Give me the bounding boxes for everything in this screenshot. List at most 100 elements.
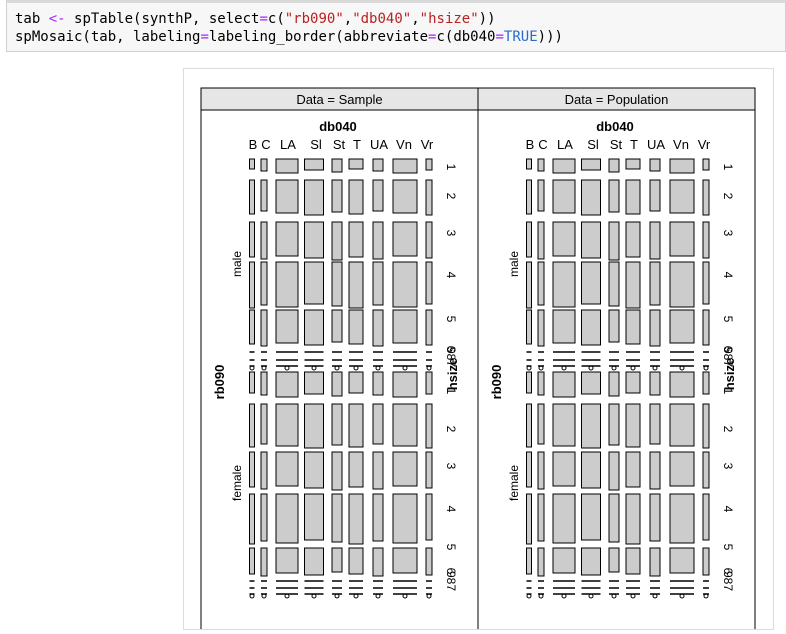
empty-cell-marker	[334, 593, 340, 599]
mosaic-tile	[249, 547, 255, 575]
mosaic-tile	[625, 309, 641, 345]
mosaic-tile	[649, 371, 661, 396]
mosaic-tile	[669, 451, 695, 487]
mosaic-tile	[275, 451, 299, 487]
right-level-label: 1	[444, 164, 458, 171]
mosaic-tile	[625, 451, 641, 488]
mosaic-tile	[537, 261, 545, 306]
mosaic-tile	[304, 403, 324, 449]
empty-cell-marker	[630, 593, 636, 599]
mosaic-tile	[537, 451, 545, 490]
empty-cell-marker	[561, 365, 567, 371]
mosaic-tile	[331, 261, 343, 307]
mosaic-tile	[552, 158, 576, 174]
mosaic-tile	[608, 371, 620, 397]
mosaic-tile	[331, 547, 343, 573]
left-level-label: female	[507, 465, 521, 501]
mosaic-tile	[425, 158, 433, 171]
mosaic-tile	[275, 261, 299, 308]
top-level-label: LA	[557, 137, 573, 152]
mosaic-tile	[304, 493, 324, 541]
right-level-label: 987	[721, 571, 735, 591]
mosaic-tile	[304, 221, 324, 259]
mosaic-tile	[425, 371, 433, 395]
empty-cell-marker	[679, 593, 685, 599]
top-var-label: db040	[596, 119, 634, 134]
mosaic-tile	[425, 493, 433, 541]
mosaic-tile	[649, 158, 661, 172]
mosaic-tile	[392, 451, 418, 487]
right-level-label: 6	[721, 346, 735, 353]
mosaic-tile	[526, 403, 532, 448]
mosaic-tile	[581, 371, 601, 395]
mosaic-tile	[275, 179, 299, 214]
right-level-label: 2	[444, 426, 458, 433]
mosaic-tile	[275, 158, 299, 174]
mosaic-tile	[649, 403, 661, 445]
mosaic-tile	[537, 371, 545, 396]
mosaic-tile	[304, 547, 324, 576]
right-level-label: 6	[721, 568, 735, 575]
mosaic-tile	[669, 261, 695, 308]
mosaic-tile	[331, 179, 343, 213]
empty-cell-marker	[538, 593, 544, 599]
right-level-label: 5	[721, 316, 735, 323]
empty-cell-marker	[538, 365, 544, 371]
mosaic-tile	[249, 309, 255, 345]
mosaic-tile	[669, 158, 695, 174]
panel-header-label: Data = Sample	[296, 92, 382, 107]
empty-cell-marker	[426, 365, 432, 371]
mosaic-tile	[331, 403, 343, 446]
mosaic-tile	[581, 221, 601, 259]
code-cell[interactable]: tab <- spTable(synthP, select=c("rb090",…	[6, 0, 786, 52]
empty-cell-marker	[375, 365, 381, 371]
mosaic-tile	[260, 371, 268, 396]
mosaic-tile	[625, 371, 641, 394]
mosaic-tile	[526, 493, 532, 545]
right-level-label: 2	[444, 193, 458, 200]
mosaic-tile	[348, 179, 364, 215]
right-level-label: 3	[444, 463, 458, 470]
right-level-label: 1	[721, 164, 735, 171]
mosaic-tile	[249, 451, 255, 488]
output-area: Data = Sample db040 B C LA Sl St T UA Vn Vr rb090 ma…	[183, 68, 774, 634]
empty-cell-marker	[375, 593, 381, 599]
mosaic-tile	[552, 547, 576, 574]
empty-cell-marker	[284, 365, 290, 371]
mosaic-tile	[260, 261, 268, 306]
mosaic-tile	[552, 221, 576, 257]
mosaic-tile	[669, 371, 695, 398]
mosaic-tile	[526, 179, 532, 215]
mosaic-tile	[702, 547, 710, 576]
left-level-label: male	[507, 251, 521, 277]
empty-cell-marker	[611, 365, 617, 371]
mosaic-tile	[392, 403, 418, 447]
mosaic-tile	[526, 371, 532, 394]
right-level-label: 4	[444, 506, 458, 513]
mosaic-tile	[348, 221, 364, 258]
mosaic-tile	[581, 451, 601, 489]
left-level-label: female	[230, 465, 244, 501]
empty-cell-marker	[588, 593, 594, 599]
mosaic-tile	[260, 158, 268, 172]
empty-cell-marker	[334, 365, 340, 371]
left-level-label: male	[230, 251, 244, 277]
right-level-label: 987	[444, 571, 458, 591]
mosaic-tile	[625, 158, 641, 170]
empty-cell-marker	[703, 365, 709, 371]
mosaic-tile	[425, 309, 433, 346]
mosaic-tile	[537, 158, 545, 172]
mosaic-tile	[702, 158, 710, 171]
mosaic-tile	[425, 547, 433, 576]
mosaic-tile	[392, 158, 418, 174]
mosaic-tile	[625, 403, 641, 448]
right-level-label: 5	[444, 316, 458, 323]
left-var-label: rb090	[489, 365, 504, 400]
mosaic-tile	[249, 221, 255, 258]
mosaic-tile	[526, 451, 532, 488]
mosaic-tile	[348, 261, 364, 309]
mosaic-tile	[649, 309, 661, 347]
right-level-label: 5	[721, 544, 735, 551]
mosaic-tile	[581, 179, 601, 216]
empty-cell-marker	[426, 593, 432, 599]
